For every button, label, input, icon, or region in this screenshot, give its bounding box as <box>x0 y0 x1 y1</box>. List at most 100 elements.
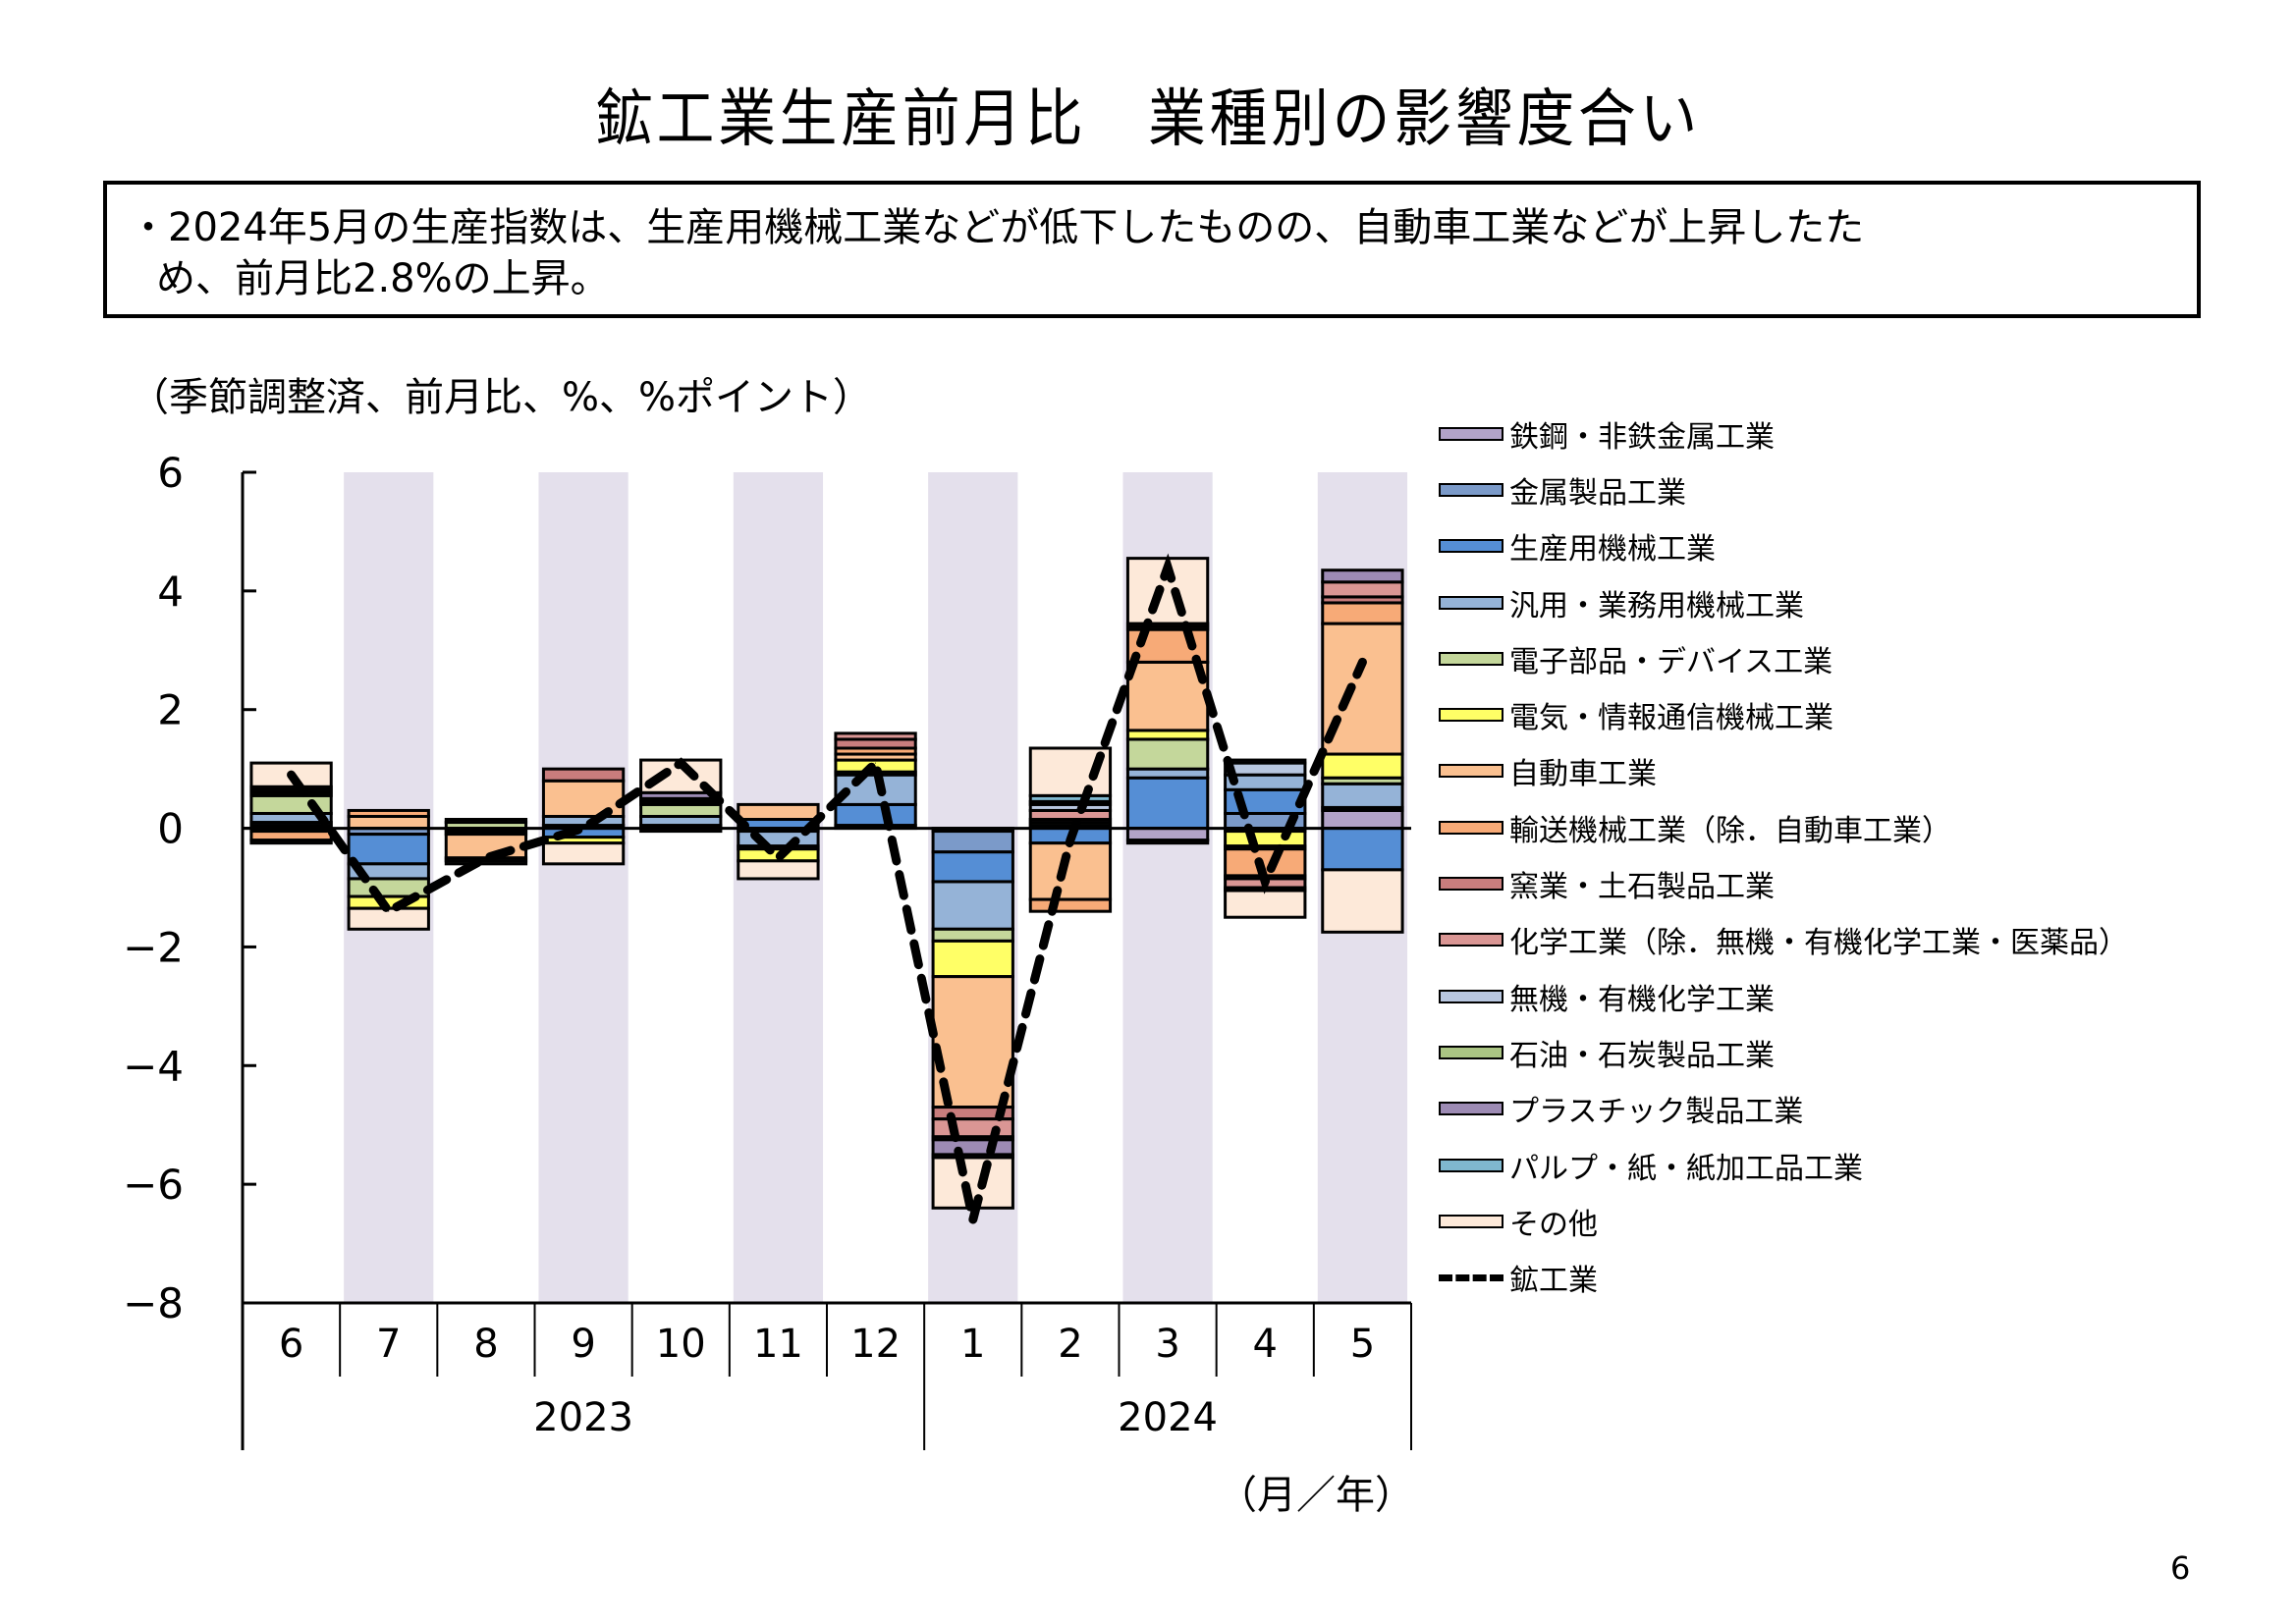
legend-item-0: 鉄鋼・非鉄金属工業 <box>1439 406 2128 461</box>
legend-item-8: 窯業・土石製品工業 <box>1439 855 2128 911</box>
y-unit-label: （季節調整済、前月比、%、%ポイント） <box>130 375 873 420</box>
bar-segment-1-7 <box>931 830 1014 854</box>
axis-layer <box>241 470 1412 1450</box>
legend-item-14: その他 <box>1439 1193 2128 1249</box>
bar-segment-14-5 <box>737 859 820 881</box>
legend: 鉄鋼・非鉄金属工業金属製品工業生産用機械工業汎用・業務用機械工業 電子部品・デバイ… <box>1439 406 2128 1306</box>
legend-label: その他 <box>1509 1207 1598 1242</box>
bar-segment-7-1 <box>347 808 430 818</box>
legend-item-line: 鉱工業 <box>1439 1249 2128 1305</box>
x-unit-label: （月／年） <box>1218 1473 1414 1518</box>
bar-segment-2-7 <box>931 850 1014 884</box>
legend-label: 化学工業（除．無機・有機化学工業・医薬品） <box>1509 926 2128 961</box>
bar-segment-5-11 <box>1321 752 1404 780</box>
legend-label: 汎用・業務用機械工業 <box>1509 588 1804 623</box>
line-point-10 <box>1264 881 1266 883</box>
y-tick-label: 4 <box>157 568 184 616</box>
line-point-1 <box>388 910 390 912</box>
bar-segment-6-2 <box>444 833 528 860</box>
bar-segment-6-9 <box>1125 660 1210 732</box>
legend-item-1: 金属製品工業 <box>1439 461 2128 517</box>
bar-segment-7-8 <box>1028 897 1113 913</box>
page-title: 鉱工業生産前月比 業種別の影響度合い <box>594 83 1702 156</box>
x-tick-label-2: 2 <box>1058 1322 1082 1367</box>
legend-swatch <box>1439 595 1503 610</box>
bar-segment-14-3 <box>541 841 626 866</box>
bar-stack-1 <box>347 808 430 931</box>
legend-swatch <box>1439 482 1503 497</box>
bar-layer <box>249 557 1404 1210</box>
bar-segment-0-9 <box>1125 827 1210 842</box>
bar-stack-9 <box>1125 557 1210 845</box>
legend-label: 鉱工業 <box>1509 1264 1598 1299</box>
bar-segment-9-6 <box>834 731 917 741</box>
legend-item-9: 化学工業（除．無機・有機化学工業・医薬品） <box>1439 912 2128 968</box>
bar-segment-5-7 <box>931 939 1014 979</box>
legend-swatch <box>1439 1102 1503 1116</box>
y-tick-label: −6 <box>123 1161 184 1209</box>
y-tick-label: 2 <box>157 686 184 734</box>
bar-stack-7 <box>931 827 1014 1210</box>
legend-swatch <box>1439 426 1503 441</box>
line-layer <box>287 553 1367 1221</box>
legend-swatch <box>1439 989 1503 1003</box>
line-point-9 <box>1167 567 1169 568</box>
legend-swatch <box>1439 1214 1503 1228</box>
legend-label: 生産用機械工業 <box>1509 532 1716 568</box>
bar-segment-4-9 <box>1125 737 1210 771</box>
line-point-11 <box>1361 661 1363 663</box>
x-tick-label-4: 4 <box>1253 1322 1278 1367</box>
bar-segment-14-11 <box>1321 868 1404 934</box>
legend-item-4: 電子部品・デバイス工業 <box>1439 630 2128 686</box>
summary-line-2: め、前月比2.8%の上昇。 <box>156 256 610 301</box>
legend-label: パルプ・紙・紙加工品工業 <box>1509 1151 1863 1186</box>
bar-segment-7-11 <box>1321 601 1404 625</box>
legend-label: 電子部品・デバイス工業 <box>1509 644 1833 679</box>
x-tick-label-10: 10 <box>656 1322 706 1367</box>
line-point-7 <box>972 1218 974 1220</box>
bar-segment-11-0 <box>249 839 333 845</box>
page-number: 6 <box>2170 1549 2191 1587</box>
legend-swatch <box>1439 1158 1503 1172</box>
y-tick-label: 6 <box>157 449 184 497</box>
legend-label: 自動車工業 <box>1509 757 1657 792</box>
bar-segment-4-7 <box>931 927 1014 943</box>
line-point-6 <box>875 762 877 764</box>
year-label-2024: 2024 <box>1118 1395 1218 1440</box>
legend-item-11: 石油・石炭製品工業 <box>1439 1024 2128 1080</box>
line-point-5 <box>777 857 779 859</box>
legend-item-7: 輸送機械工業（除．自動車工業） <box>1439 799 2128 855</box>
bar-segment-5-10 <box>1224 830 1307 848</box>
summary-box: ・2024年5月の生産指数は、生産用機械工業などが低下したものの、自動車工業など… <box>103 181 2201 318</box>
legend-label: 窯業・土石製品工業 <box>1509 870 1775 905</box>
bar-segment-6-5 <box>737 802 820 822</box>
bar-segment-14-10 <box>1224 889 1307 919</box>
legend-label: 鉄鋼・非鉄金属工業 <box>1509 419 1775 455</box>
legend-dash-icon <box>1439 1273 1503 1281</box>
legend-swatch <box>1439 1045 1503 1059</box>
legend-item-2: 生産用機械工業 <box>1439 518 2128 574</box>
bar-segment-6-8 <box>1028 841 1113 901</box>
bar-stack-5 <box>737 802 820 881</box>
line-point-8 <box>1069 839 1071 841</box>
legend-label: 輸送機械工業（除．自動車工業） <box>1509 813 1951 848</box>
x-tick-label-8: 8 <box>473 1322 498 1367</box>
bar-segment-0-11 <box>1321 808 1404 831</box>
x-tick-label-5: 5 <box>1350 1322 1375 1367</box>
bar-segment-12-10 <box>1224 758 1307 765</box>
x-tick-label-9: 9 <box>571 1322 595 1367</box>
x-tick-label-3: 3 <box>1155 1322 1179 1367</box>
bar-segment-2-9 <box>1125 776 1210 831</box>
y-tick-label: 0 <box>157 805 184 853</box>
line-point-3 <box>582 828 584 830</box>
legend-label: 石油・石炭製品工業 <box>1509 1038 1775 1073</box>
legend-label: 電気・情報通信機械工業 <box>1509 701 1833 736</box>
bar-segment-12-7 <box>931 1138 1014 1157</box>
legend-swatch <box>1439 539 1503 554</box>
legend-label: プラスチック製品工業 <box>1509 1095 1804 1130</box>
legend-label: 無機・有機化学工業 <box>1509 982 1775 1017</box>
legend-item-5: 電気・情報通信機械工業 <box>1439 686 2128 742</box>
y-tick-label: −2 <box>123 923 184 971</box>
legend-swatch <box>1439 764 1503 779</box>
